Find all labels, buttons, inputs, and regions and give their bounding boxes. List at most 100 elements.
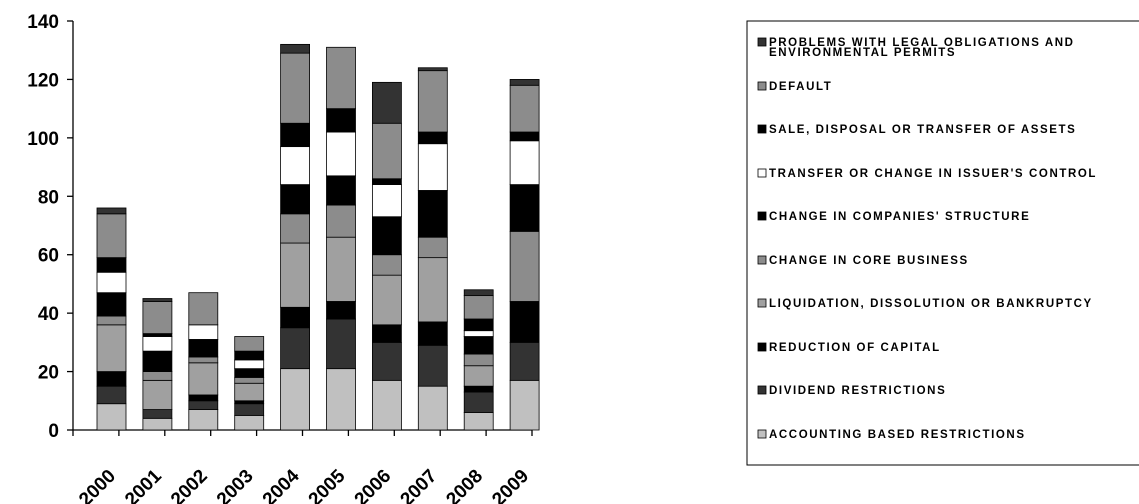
bar-segment xyxy=(280,242,311,308)
bar-segment xyxy=(371,122,402,180)
legend-swatch xyxy=(757,37,767,47)
bar-segment xyxy=(142,298,173,302)
bar-segment xyxy=(463,295,494,320)
bar-segment xyxy=(234,359,265,370)
bar-segment xyxy=(326,131,356,177)
bar-segment xyxy=(509,230,540,302)
bar-segment xyxy=(234,368,265,378)
legend-swatch xyxy=(757,255,767,265)
bar-segment xyxy=(96,271,127,294)
bar-segment xyxy=(326,175,356,206)
bar-segment xyxy=(326,368,356,431)
legend-swatch xyxy=(757,342,767,352)
bar-segment xyxy=(417,70,448,133)
bar-segment xyxy=(371,274,402,326)
bar-segment xyxy=(280,327,311,370)
bar-segment xyxy=(417,67,448,72)
x-tick-label: 2009 xyxy=(488,466,533,504)
bar-segment xyxy=(326,108,356,133)
y-tick-label: 0 xyxy=(48,421,59,442)
bar-segment xyxy=(188,339,219,358)
x-tick-label: 2002 xyxy=(167,466,212,504)
bar-segment xyxy=(509,184,540,232)
bar-segment xyxy=(280,184,311,215)
bar-segment xyxy=(234,377,265,384)
bar-segment xyxy=(509,301,540,343)
bar-segment xyxy=(417,385,448,431)
x-tick-label: 2007 xyxy=(397,466,442,504)
bar-segment xyxy=(142,379,173,410)
y-tick-label: 40 xyxy=(38,304,59,325)
bar-segment xyxy=(142,301,173,334)
bar-segment xyxy=(371,178,402,185)
bar-segment xyxy=(326,204,356,238)
bar-segment xyxy=(280,213,311,244)
bar-segment xyxy=(417,236,448,259)
bar-segment xyxy=(326,236,356,302)
legend-swatch xyxy=(757,124,767,134)
x-tick-label: 2006 xyxy=(351,466,396,504)
legend-label: REDUCTION OF CAPITAL xyxy=(769,342,941,354)
bar-segment xyxy=(234,403,265,416)
bar-segment xyxy=(234,350,265,361)
bar-segment xyxy=(280,306,311,329)
y-tick-label: 140 xyxy=(27,12,59,33)
bar-segment xyxy=(463,353,494,367)
legend-swatch xyxy=(757,168,767,178)
bar-segment xyxy=(326,301,356,320)
bar-segment xyxy=(463,289,494,297)
bar-segment xyxy=(96,315,127,326)
bar-segment xyxy=(96,324,127,372)
legend-swatch xyxy=(757,211,767,221)
bar-segment xyxy=(142,371,173,381)
legend-label: DEFAULT xyxy=(769,81,832,93)
bar-segment xyxy=(417,143,448,191)
legend-label: PROBLEMS WITH LEGAL OBLIGATIONS AND xyxy=(769,37,1075,49)
legend-swatch xyxy=(757,81,767,91)
bar-segment xyxy=(371,254,402,276)
legend-swatch xyxy=(757,298,767,308)
bar-segment xyxy=(96,213,127,259)
bar-segment xyxy=(280,368,311,431)
bar-segment xyxy=(509,140,540,185)
y-tick-label: 60 xyxy=(38,246,59,267)
bar-segment xyxy=(371,184,402,218)
legend-label: DIVIDEND RESTRICTIONS xyxy=(769,385,946,397)
legend-box xyxy=(746,20,1139,466)
bar-segment xyxy=(371,341,402,381)
bar-segment xyxy=(417,321,448,346)
bar-segment xyxy=(96,371,127,387)
bar-segment xyxy=(188,394,219,402)
bar-segment xyxy=(509,84,540,133)
bar-segment xyxy=(188,409,219,431)
bar-segment xyxy=(234,336,265,352)
bar-segment xyxy=(371,216,402,256)
x-tick-label: 2003 xyxy=(213,466,258,504)
y-tick-label: 20 xyxy=(38,363,59,384)
bar-segment xyxy=(188,356,219,364)
bar-segment xyxy=(142,409,173,419)
bar-segment xyxy=(142,350,173,372)
bar-segment xyxy=(371,81,402,124)
bar-segment xyxy=(96,292,127,317)
y-tick-label: 100 xyxy=(27,129,59,150)
bar-segment xyxy=(142,417,173,431)
bar-segment xyxy=(234,400,265,405)
x-tick-label: 2004 xyxy=(259,465,304,504)
legend-label: CHANGE IN CORE BUSINESS xyxy=(769,255,969,267)
bar-segment xyxy=(280,43,311,54)
bar-segment xyxy=(463,391,494,413)
bar-segment xyxy=(509,131,540,142)
bar-segment xyxy=(188,400,219,410)
bar-segment xyxy=(188,292,219,326)
x-tick-label: 2001 xyxy=(121,465,166,504)
bar-segment xyxy=(234,414,265,431)
x-tick-label: 2000 xyxy=(75,466,120,504)
bar-segment xyxy=(463,330,494,337)
bar-segment xyxy=(417,131,448,145)
y-tick-label: 80 xyxy=(38,187,59,208)
bar-segment xyxy=(280,146,311,186)
bar-segment xyxy=(326,46,356,110)
